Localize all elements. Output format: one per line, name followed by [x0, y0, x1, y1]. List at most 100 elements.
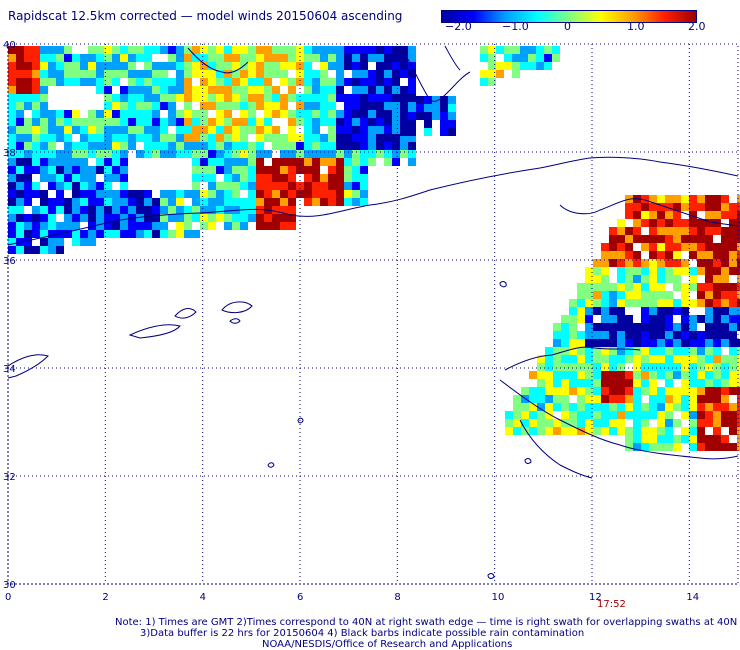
wind-cell — [561, 427, 569, 435]
wind-cell — [128, 142, 136, 150]
wind-cell — [633, 435, 641, 443]
wind-cell — [168, 142, 176, 150]
wind-cell — [64, 70, 72, 78]
wind-cell — [376, 54, 384, 62]
wind-cell — [569, 323, 577, 331]
wind-cell — [641, 315, 649, 323]
wind-cell — [649, 259, 657, 267]
wind-cell — [184, 54, 192, 62]
wind-cell — [625, 435, 633, 443]
wind-cell — [697, 347, 705, 355]
wind-cell — [224, 118, 232, 126]
wind-cell — [713, 299, 721, 307]
wind-cell — [288, 166, 296, 174]
wind-cell — [24, 230, 32, 238]
wind-cell — [729, 331, 737, 339]
wind-cell — [561, 331, 569, 339]
wind-cell — [88, 150, 96, 158]
wind-cell — [232, 118, 240, 126]
wind-cell — [160, 86, 168, 94]
wind-cell — [392, 110, 400, 118]
wind-cell — [577, 363, 585, 371]
wind-cell — [641, 219, 649, 227]
wind-cell — [320, 158, 328, 166]
lon-tick-label: 10 — [492, 592, 505, 603]
wind-cell — [713, 347, 721, 355]
wind-cell — [641, 203, 649, 211]
wind-cell — [665, 395, 673, 403]
wind-cell — [561, 379, 569, 387]
note-line-1: Note: 1) Times are GMT 2)Times correspon… — [115, 617, 738, 628]
wind-cell — [184, 142, 192, 150]
wind-cell — [184, 46, 192, 54]
wind-cell — [40, 222, 48, 230]
wind-cell — [56, 166, 64, 174]
wind-cell — [8, 102, 16, 110]
wind-cell — [200, 78, 208, 86]
wind-cell — [216, 110, 224, 118]
wind-cell — [593, 283, 601, 291]
wind-cell — [657, 387, 665, 395]
wind-cell — [553, 347, 561, 355]
wind-cell — [641, 379, 649, 387]
wind-cell — [184, 214, 192, 222]
wind-cell — [368, 46, 376, 54]
wind-cell — [641, 283, 649, 291]
wind-cell — [112, 94, 120, 102]
wind-cell — [697, 403, 705, 411]
wind-cell — [697, 371, 705, 379]
wind-cell — [681, 411, 689, 419]
wind-cell — [713, 387, 721, 395]
wind-cell — [264, 150, 272, 158]
wind-cell — [112, 198, 120, 206]
wind-cell — [24, 86, 32, 94]
wind-cell — [697, 355, 705, 363]
wind-cell — [240, 134, 248, 142]
wind-cell — [424, 104, 432, 112]
wind-cell — [657, 427, 665, 435]
wind-cell — [713, 195, 721, 203]
wind-cell — [264, 86, 272, 94]
wind-cell — [48, 150, 56, 158]
wind-cell — [384, 62, 392, 70]
wind-cell — [248, 166, 256, 174]
wind-cell — [424, 96, 432, 104]
wind-cell — [184, 190, 192, 198]
wind-cell — [641, 275, 649, 283]
wind-cell — [248, 190, 256, 198]
wind-cell — [32, 70, 40, 78]
wind-cell — [360, 150, 368, 158]
wind-cell — [64, 206, 72, 214]
wind-cell — [208, 190, 216, 198]
wind-cell — [16, 78, 24, 86]
wind-cell — [689, 323, 697, 331]
wind-cell — [360, 118, 368, 126]
wind-cell — [288, 214, 296, 222]
wind-cell — [537, 403, 545, 411]
wind-cell — [681, 347, 689, 355]
wind-cell — [176, 190, 184, 198]
wind-cell — [713, 411, 721, 419]
wind-cell — [400, 86, 408, 94]
wind-cell — [713, 419, 721, 427]
wind-cell — [144, 118, 152, 126]
wind-cell — [88, 62, 96, 70]
wind-cell — [192, 126, 200, 134]
wind-cell — [689, 283, 697, 291]
wind-cell — [368, 118, 376, 126]
wind-cell — [729, 427, 737, 435]
wind-cell — [104, 182, 112, 190]
wind-cell — [336, 118, 344, 126]
wind-cell — [208, 102, 216, 110]
wind-cell — [681, 299, 689, 307]
wind-cell — [96, 214, 104, 222]
wind-cell — [360, 94, 368, 102]
wind-cell — [184, 222, 192, 230]
wind-cell — [537, 363, 545, 371]
wind-cell — [72, 158, 80, 166]
wind-cell — [569, 339, 577, 347]
wind-cell — [617, 219, 625, 227]
wind-cell — [368, 78, 376, 86]
wind-cell — [56, 190, 64, 198]
wind-cell — [40, 110, 48, 118]
